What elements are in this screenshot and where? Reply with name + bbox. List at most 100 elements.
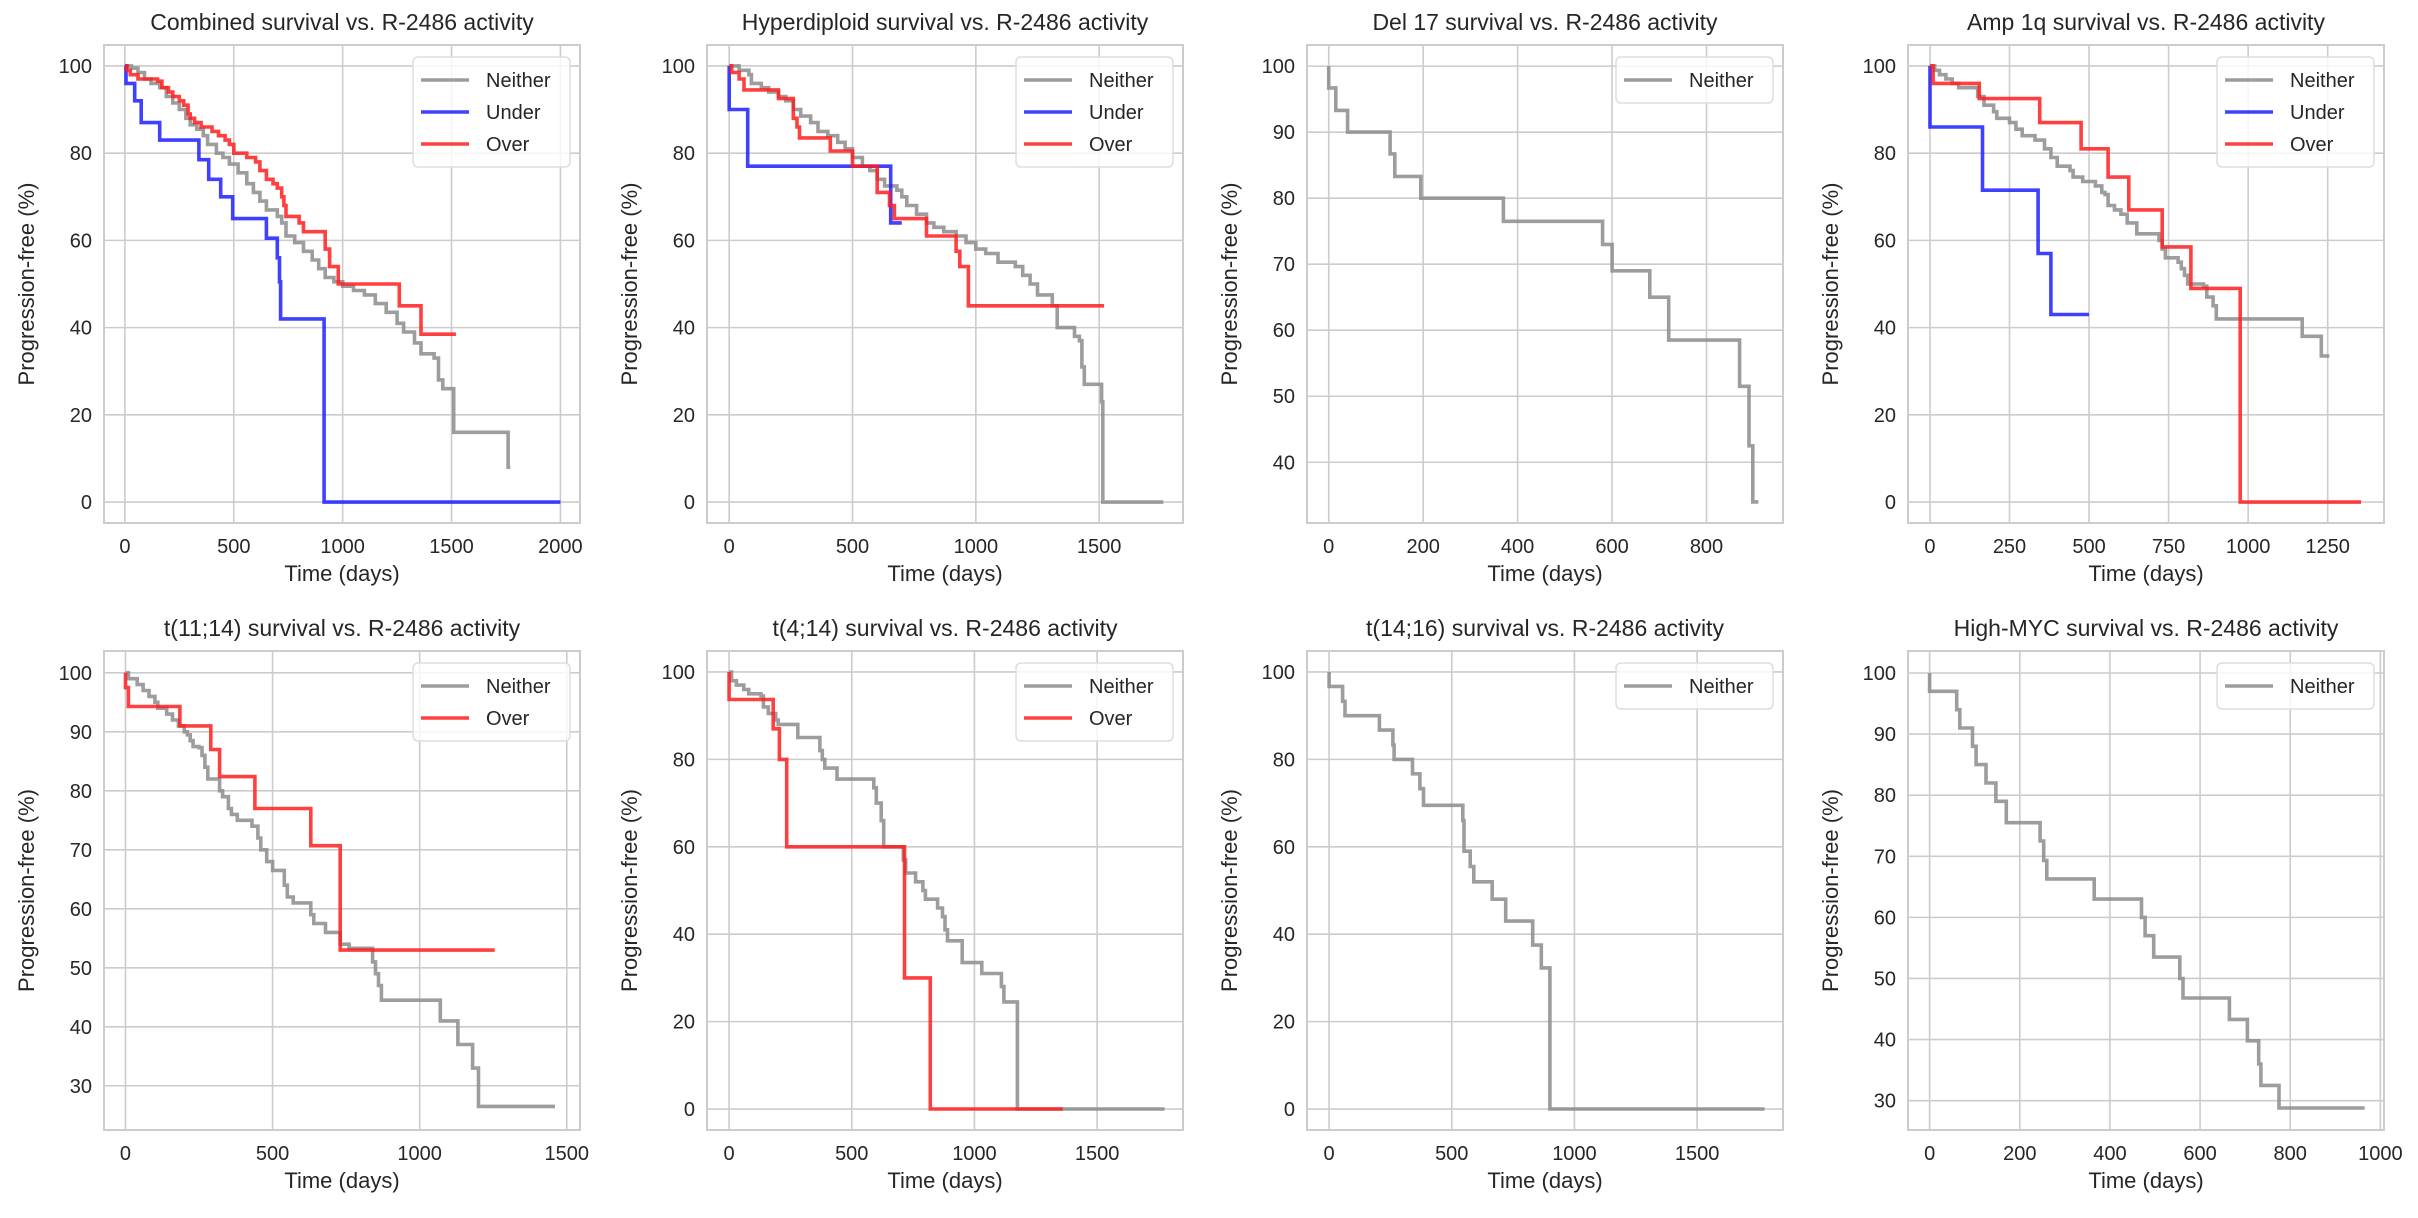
x-axis-label: Time (days) xyxy=(2088,1168,2203,1193)
x-tick-label: 800 xyxy=(1690,536,1723,558)
x-tick-label: 0 xyxy=(724,1143,735,1165)
legend-label: Over xyxy=(1089,708,1133,730)
y-tick-label: 20 xyxy=(673,1012,695,1034)
y-tick-label: 80 xyxy=(1874,785,1896,807)
legend-box xyxy=(2216,662,2375,710)
subplot-3: 0 200 400 600 800 40 50 60 70 80 90 100 Del 17 survi… xyxy=(1217,9,1784,586)
x-tick-label: 750 xyxy=(2152,536,2185,558)
x-tick-label: 1000 xyxy=(397,1143,442,1165)
y-axis-label: Progression-free (%) xyxy=(14,789,39,992)
axes-frame xyxy=(1907,44,2385,524)
axes-frame xyxy=(103,44,581,524)
x-tick-label: 1500 xyxy=(429,536,474,558)
y-tick-label: 100 xyxy=(59,663,92,685)
series-group xyxy=(727,64,1164,504)
series-group xyxy=(727,670,1165,1111)
legend-label: Neither xyxy=(2290,70,2355,92)
y-tick-label: 90 xyxy=(1273,122,1295,144)
series-line-neither xyxy=(125,671,555,1109)
y-axis-label: Progression-free (%) xyxy=(1818,789,1843,992)
y-tick-label: 0 xyxy=(684,1099,695,1121)
axes-frame xyxy=(706,44,1184,524)
y-tick-label: 80 xyxy=(70,781,92,803)
y-tick-label: 40 xyxy=(1273,452,1295,474)
y-tick-label: 100 xyxy=(662,56,695,78)
x-tick-label: 800 xyxy=(2274,1143,2307,1165)
x-tick-label: 1500 xyxy=(545,1143,590,1165)
legend-box xyxy=(2216,56,2375,168)
x-tick-label: 1500 xyxy=(1075,1143,1120,1165)
y-tick-label: 20 xyxy=(70,405,92,427)
y-tick-label: 0 xyxy=(81,492,92,514)
y-tick-label: 20 xyxy=(1874,405,1896,427)
legend: Neither xyxy=(1615,56,1774,104)
subplot-6: 0 500 1000 1500 0 20 40 60 80 100 t(4;14) survival… xyxy=(617,615,1184,1193)
x-tick-label: 0 xyxy=(119,536,130,558)
legend-label: Neither xyxy=(486,70,551,92)
subplot-4: 0 250 500 750 1000 1250 0 20 40 60 80 100 Amp 1q sur… xyxy=(1818,9,2385,586)
legend: Neither Under Over xyxy=(2216,56,2375,168)
y-tick-label: 60 xyxy=(1874,230,1896,252)
subplot-title: Combined survival vs. R-2486 activity xyxy=(150,9,534,35)
legend-label: Over xyxy=(486,708,530,730)
x-axis-label: Time (days) xyxy=(887,1168,1002,1193)
y-tick-label: 80 xyxy=(70,143,92,165)
series-line-neither xyxy=(729,670,1165,1111)
series-line-under xyxy=(727,65,902,225)
y-tick-label: 80 xyxy=(1273,749,1295,771)
series-line-neither xyxy=(1927,673,2365,1110)
series-group xyxy=(1928,64,2362,504)
axes-frame xyxy=(1907,650,2385,1131)
y-tick-label: 60 xyxy=(70,899,92,921)
legend-label: Neither xyxy=(486,676,551,698)
legend: Neither Under Over xyxy=(412,56,571,168)
y-tick-label: 90 xyxy=(1874,724,1896,746)
y-tick-label: 60 xyxy=(1273,320,1295,342)
x-tick-label: 1000 xyxy=(2226,536,2271,558)
grid xyxy=(1307,45,1783,523)
legend: Neither Under Over xyxy=(1015,56,1174,168)
subplot-title: Amp 1q survival vs. R-2486 activity xyxy=(1967,9,2325,35)
y-tick-label: 40 xyxy=(1273,924,1295,946)
x-tick-label: 600 xyxy=(2183,1143,2216,1165)
series-line-under xyxy=(1928,65,2089,317)
y-axis-label: Progression-free (%) xyxy=(1818,183,1843,386)
subplot-8: 0 200 400 600 800 1000 30 40 50 60 70 80 90 100 High-M… xyxy=(1818,615,2403,1193)
y-tick-label: 100 xyxy=(662,662,695,684)
y-tick-label: 90 xyxy=(70,722,92,744)
axes-frame xyxy=(1306,650,1784,1131)
x-axis-label: Time (days) xyxy=(284,561,399,586)
y-tick-label: 60 xyxy=(1874,907,1896,929)
y-axis-label: Progression-free (%) xyxy=(14,183,39,386)
x-tick-label: 0 xyxy=(724,536,735,558)
x-tick-label: 1000 xyxy=(320,536,365,558)
y-tick-label: 80 xyxy=(1273,188,1295,210)
series-group xyxy=(1326,66,1759,504)
legend-label: Over xyxy=(1089,134,1133,156)
subplot-title: t(4;14) survival vs. R-2486 activity xyxy=(772,615,1118,641)
legend-label: Over xyxy=(486,134,530,156)
legend-box xyxy=(1015,56,1174,168)
series-line-neither xyxy=(124,64,511,469)
y-tick-label: 50 xyxy=(70,958,92,980)
y-tick-label: 0 xyxy=(1885,492,1896,514)
y-tick-label: 0 xyxy=(684,492,695,514)
y-tick-label: 70 xyxy=(1273,254,1295,276)
legend: Neither Over xyxy=(412,662,571,742)
legend-label: Over xyxy=(2290,134,2334,156)
subplot-7: 0 500 1000 1500 0 20 40 60 80 100 t(14;16) surviva… xyxy=(1217,615,1784,1193)
y-tick-label: 40 xyxy=(1874,318,1896,340)
series-line-over xyxy=(124,64,456,336)
legend-label: Under xyxy=(486,102,541,124)
x-tick-label: 500 xyxy=(2072,536,2105,558)
y-tick-label: 60 xyxy=(673,230,695,252)
series-group xyxy=(123,671,555,1109)
y-tick-label: 80 xyxy=(673,143,695,165)
x-tick-label: 400 xyxy=(1501,536,1534,558)
legend: Neither Over xyxy=(1015,662,1174,742)
legend-box xyxy=(1015,662,1174,742)
y-tick-label: 100 xyxy=(1262,662,1295,684)
y-tick-label: 100 xyxy=(1863,56,1896,78)
y-tick-label: 0 xyxy=(1284,1099,1295,1121)
